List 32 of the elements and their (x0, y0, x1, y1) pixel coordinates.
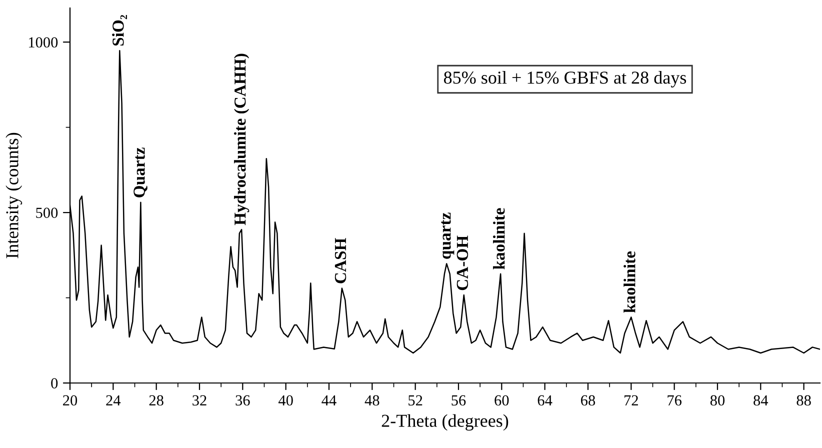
annotation: kaolinite (493, 208, 505, 270)
annotation: Quartz (134, 148, 148, 198)
y-tick-label: 0 (51, 378, 58, 388)
annotation: 85% soil + 15% GBFS at 28 days (444, 71, 686, 88)
x-tick-label: 88 (796, 395, 811, 406)
x-tick-label: 84 (754, 395, 768, 406)
x-axis-title: 2-Theta (degrees) (382, 414, 508, 431)
annotation: CASH (334, 238, 346, 284)
x-tick-label: 28 (149, 395, 164, 406)
annotation: kaolinite (624, 251, 636, 313)
annotation: Hydrocalumite (CAHH) (234, 54, 250, 226)
x-tick-label: 32 (192, 395, 206, 406)
x-tick-label: 68 (581, 395, 596, 406)
x-tick-label: 72 (624, 395, 638, 406)
x-tick-label: 44 (322, 395, 336, 406)
annotation: SiO₂ (112, 15, 127, 46)
x-tick-label: 24 (106, 395, 121, 406)
x-tick-label: 56 (452, 395, 466, 406)
annotation: quartz (441, 212, 454, 259)
y-axis-title: Intensity (counts) (6, 132, 22, 258)
x-tick-label: 36 (236, 395, 250, 406)
x-tick-label: 48 (364, 395, 380, 406)
y-tick-label: 1000 (28, 37, 58, 48)
x-tick-label: 20 (63, 395, 78, 406)
x-tick-label: 40 (278, 395, 293, 406)
x-tick-label: 60 (494, 395, 509, 406)
x-tick-label: 52 (408, 395, 422, 406)
annotation: CA-OH (456, 236, 468, 290)
x-tick-label: 76 (668, 395, 682, 406)
y-tick-label: 500 (36, 208, 58, 218)
x-tick-label: 64 (538, 395, 552, 406)
x-tick-label: 80 (710, 395, 725, 406)
